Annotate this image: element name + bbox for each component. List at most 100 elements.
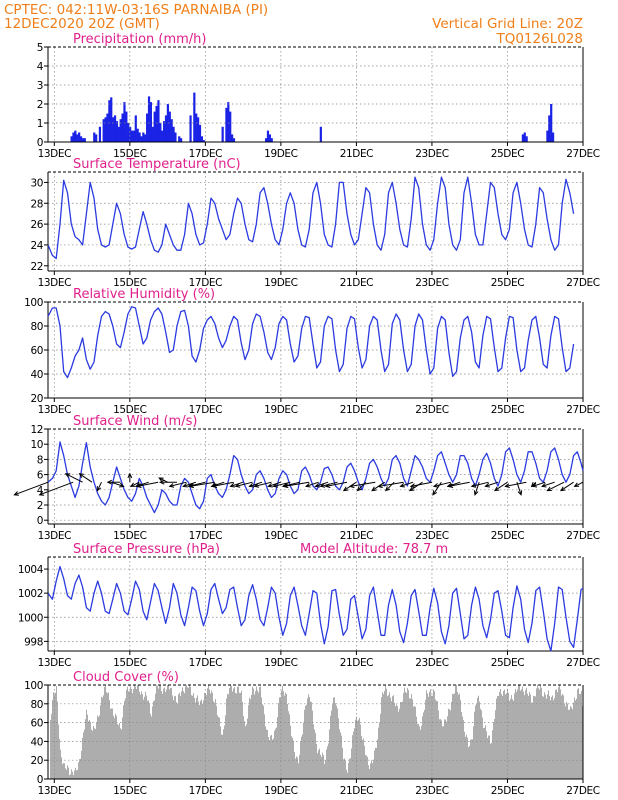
cloud-cover-bar — [348, 762, 349, 779]
cloud-cover-bar — [378, 727, 379, 779]
y-tick-label: 0 — [37, 515, 43, 527]
cloud-cover-bar — [366, 755, 367, 779]
cloud-cover-bar — [141, 691, 142, 779]
precip-bar — [151, 126, 154, 142]
cloud-panel: 0 20 40 60 80 100 13DEC 15DEC 17DEC 19DEC 21DEC 23D… — [24, 670, 600, 797]
x-tick-label: 17DEC — [189, 657, 222, 669]
precip-bar — [147, 96, 151, 142]
x-tick-label: 19DEC — [264, 657, 297, 669]
cloud-cover-bar — [100, 705, 101, 779]
wind-vector-head — [129, 482, 136, 487]
wind-vector — [268, 481, 282, 487]
x-tick-label: 15DEC — [113, 148, 146, 160]
x-tick-label: 23DEC — [415, 277, 448, 289]
cloud-cover-bar — [209, 689, 210, 779]
cloud-cover-bar — [329, 729, 330, 779]
cloud-cover-bar — [193, 693, 194, 779]
cloud-cover-bar — [515, 688, 516, 779]
cloud-cover-bar — [254, 694, 255, 779]
cloud-cover-bar — [380, 713, 381, 779]
cloud-cover-bar — [404, 687, 405, 779]
x-tick-label: 27DEC — [566, 530, 599, 542]
cloud-cover-bar — [163, 688, 164, 779]
cloud-cover-bar — [139, 691, 140, 779]
wind-vector — [189, 481, 215, 487]
wind-vector — [283, 481, 310, 487]
cloud-cover-bar — [131, 688, 132, 779]
cloud-cover-bar — [457, 691, 458, 779]
cloud-cover-bar — [561, 695, 562, 779]
wind-vector-head — [399, 482, 405, 488]
cloud-cover-bar — [497, 696, 498, 779]
cloud-cover-bar — [73, 775, 74, 779]
wind-vector-head — [517, 490, 523, 496]
cloud-cover-bar — [293, 740, 294, 779]
precip-bar — [202, 140, 205, 142]
cloud-cover-bar — [581, 691, 582, 779]
cloud-cover-bar — [494, 718, 495, 779]
precip-bar — [319, 126, 322, 142]
cloud-cover-bar — [184, 693, 185, 779]
cloud-cover-bar — [95, 728, 96, 779]
y-tick-label: 4 — [37, 61, 44, 73]
precip-bar — [70, 136, 73, 142]
wind-vector-head — [319, 483, 326, 488]
cloud-cover-bar — [353, 731, 354, 779]
cloud-cover-bar — [319, 748, 320, 779]
y-tick-label: 22 — [30, 261, 43, 273]
precip-panel: 0 1 2 3 4 5 13DEC 15DEC 17DEC 19DEC 21DEC 23DEC 25DE… — [37, 32, 600, 160]
cloud-cover-bar — [387, 696, 388, 779]
cloud-cover-bar — [422, 716, 423, 779]
wind-vector-head — [324, 483, 331, 488]
cloud-cover-bar — [546, 698, 547, 779]
wind-vector-head — [342, 486, 349, 492]
cloud-cover-bar — [189, 685, 190, 779]
cloud-cover-bar — [272, 739, 273, 779]
cloud-cover-bar — [96, 722, 97, 779]
cloud-cover-bar — [429, 691, 430, 779]
cloud-cover-bar — [77, 769, 78, 779]
cloud-cover-bar — [487, 738, 488, 779]
cloud-cover-bar — [527, 693, 528, 779]
y-tick-label: 80 — [30, 699, 43, 711]
precip-bar — [195, 113, 198, 142]
wind-vector-head — [253, 483, 260, 488]
cloud-cover-bar — [409, 698, 410, 779]
cloud-cover-bar — [518, 685, 519, 779]
x-tick-label: 25DEC — [491, 657, 524, 669]
x-tick-label: 23DEC — [415, 657, 448, 669]
precip-bar — [146, 113, 149, 142]
cloud-cover-bar — [220, 726, 221, 779]
precip-bar — [525, 136, 528, 142]
cloud-cover-bar — [313, 724, 314, 779]
cloud-cover-bar — [539, 689, 540, 779]
cloud-cover-bar — [190, 686, 191, 779]
x-tick-label: 25DEC — [491, 785, 524, 797]
cloud-cover-bar — [521, 689, 522, 779]
cloud-cover-bar — [411, 694, 412, 779]
cloud-cover-bar — [165, 691, 166, 779]
cloud-cover-bar — [408, 690, 409, 779]
wind-vector — [471, 481, 489, 487]
cloud-cover-bar — [545, 694, 546, 779]
cloud-cover-bar — [64, 763, 65, 779]
y-tick-label: 100 — [24, 680, 43, 692]
cloud-cover-bar — [418, 723, 419, 779]
wind-vector — [249, 481, 263, 487]
cloud-cover-bar — [436, 700, 437, 779]
cloud-cover-bar — [428, 696, 429, 779]
precip-bar — [125, 111, 128, 142]
cloud-cover-bar — [453, 694, 454, 779]
y-tick-label: 40 — [30, 736, 43, 748]
cloud-cover-bar — [405, 691, 406, 779]
cloud-cover-bar — [360, 724, 361, 779]
wind-vector — [65, 473, 83, 483]
cloud-cover-bar — [413, 706, 414, 779]
cloud-cover-bar — [229, 687, 230, 779]
cloud-cover-bar — [315, 732, 316, 779]
x-tick-label: 19DEC — [264, 277, 297, 289]
cloud-cover-bar — [125, 698, 126, 779]
wind-vector — [574, 481, 584, 487]
cloud-cover-bar — [526, 687, 527, 779]
cloud-cover-bar — [151, 716, 152, 779]
